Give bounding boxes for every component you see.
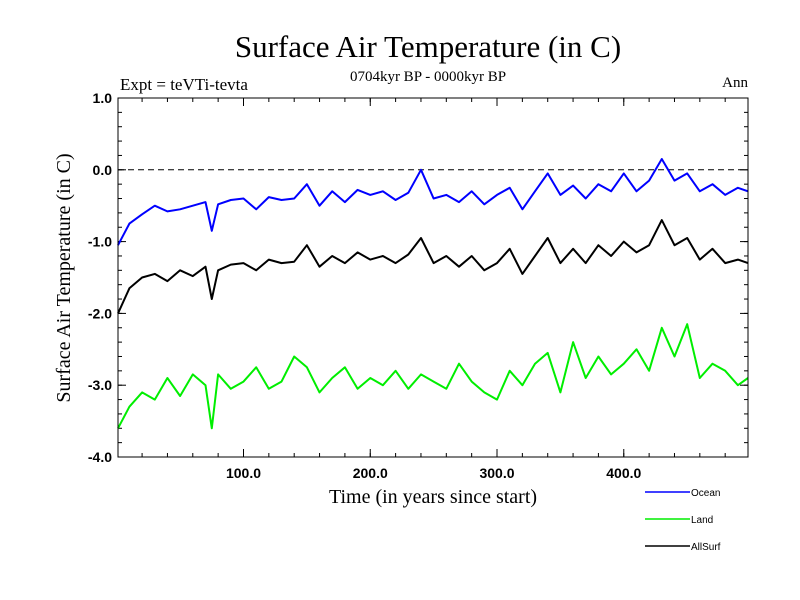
x-tick-label: 100.0 [226, 465, 261, 481]
y-tick-label: 1.0 [93, 90, 113, 106]
series-line-land [117, 323, 749, 430]
x-axis-label: Time (in years since start) [329, 486, 537, 508]
chart-subtitle: 0704kyr BP - 0000kyr BP [350, 69, 506, 85]
legend-label-allsurf: AllSurf [691, 542, 721, 553]
legend-label-land: Land [691, 515, 713, 526]
chart-title: Surface Air Temperature (in C) [235, 29, 621, 64]
series-line-ocean [117, 158, 749, 246]
legend-label-ocean: Ocean [691, 488, 720, 499]
x-tick-label: 300.0 [479, 465, 514, 481]
x-tick-label: 200.0 [353, 465, 388, 481]
legend: Ocean Land AllSurf [645, 488, 721, 553]
experiment-label: Expt = teVTi-tevta [120, 75, 248, 94]
plot-frame [117, 97, 749, 458]
y-tick-label: -1.0 [88, 234, 112, 250]
x-tick-label: 400.0 [606, 465, 641, 481]
season-label: Ann [722, 75, 748, 91]
axes-group: 1.0 0.0 -1.0 -2.0 -3.0 -4.0 100.0 200.0 300.0 400… [88, 90, 748, 481]
series-line-allsurf [117, 219, 749, 314]
series-group [117, 158, 749, 430]
y-tick-label: 0.0 [93, 162, 113, 178]
y-tick-label: -4.0 [88, 449, 112, 465]
y-tick-label: -3.0 [88, 377, 112, 393]
y-tick-label: -2.0 [88, 305, 112, 321]
y-axis-label: Surface Air Temperature (in C) [53, 153, 75, 402]
